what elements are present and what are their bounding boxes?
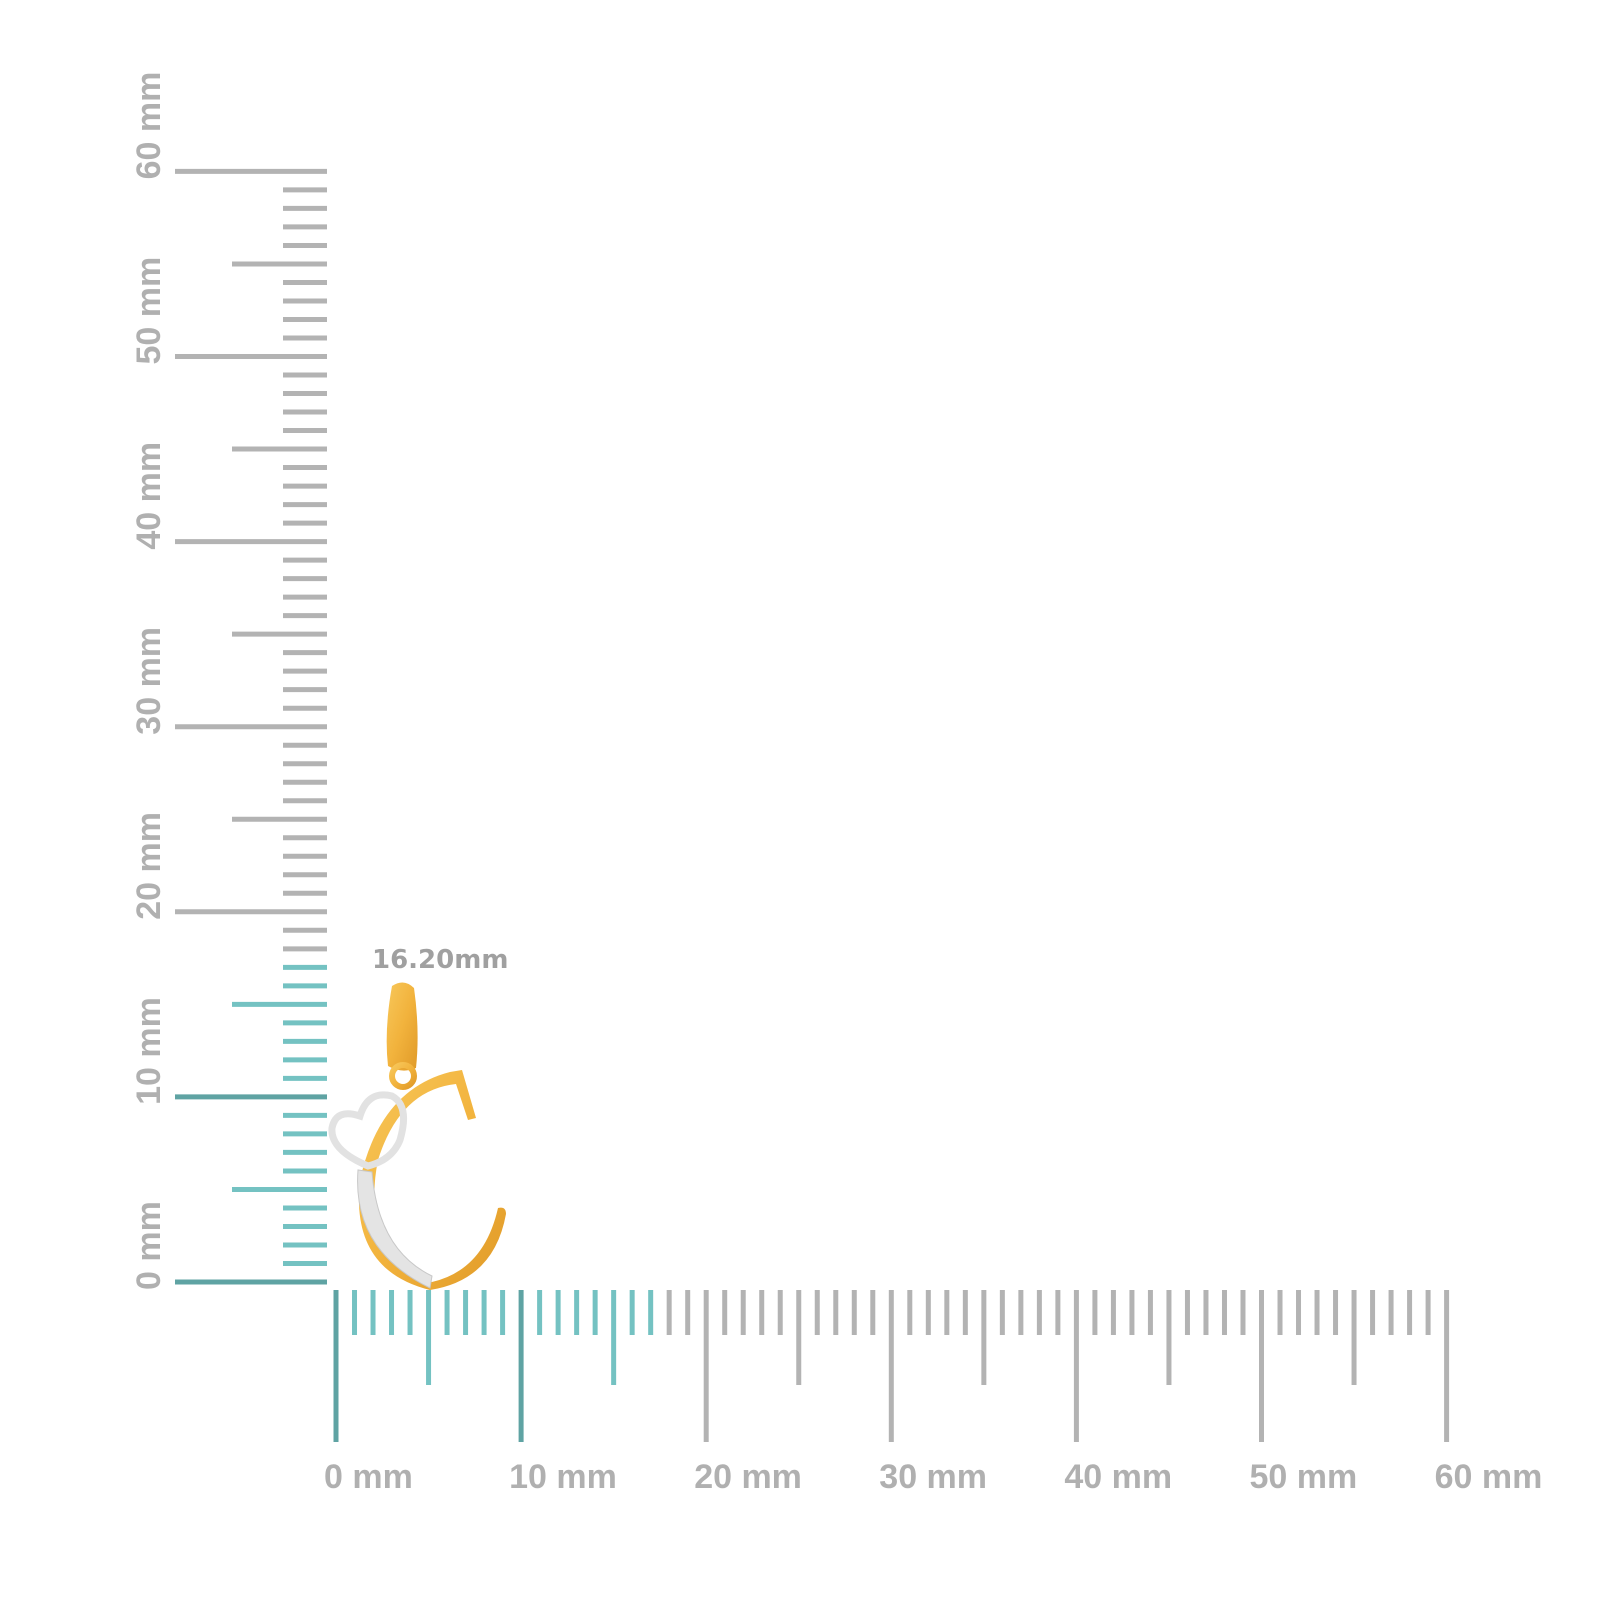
horizontal-ruler-label: 10 mm bbox=[509, 1458, 617, 1496]
measurement-label: 16.20mm bbox=[372, 945, 508, 975]
horizontal-ruler-label: 0 mm bbox=[324, 1458, 413, 1496]
horizontal-ruler-label: 30 mm bbox=[879, 1458, 987, 1496]
horizontal-ruler-label: 20 mm bbox=[694, 1458, 802, 1496]
vertical-ruler-label: 40 mm bbox=[130, 442, 168, 550]
vertical-ruler-label: 30 mm bbox=[130, 627, 168, 735]
vertical-ruler-label: 50 mm bbox=[130, 257, 168, 365]
jump-ring bbox=[389, 1062, 417, 1090]
vertical-ruler-label: 60 mm bbox=[130, 72, 168, 180]
horizontal-ruler-label: 40 mm bbox=[1064, 1458, 1172, 1496]
horizontal-ruler-label: 60 mm bbox=[1435, 1458, 1543, 1496]
heart-charm bbox=[328, 1091, 408, 1170]
bail bbox=[386, 982, 418, 1071]
letter-c bbox=[358, 1070, 506, 1290]
vertical-ruler bbox=[175, 168, 327, 1285]
horizontal-ruler-label: 50 mm bbox=[1250, 1458, 1358, 1496]
vertical-ruler-label: 20 mm bbox=[130, 812, 168, 920]
vertical-ruler-label: 10 mm bbox=[130, 997, 168, 1105]
diamond-pave bbox=[357, 1169, 433, 1289]
vertical-ruler-label: 0 mm bbox=[130, 1201, 168, 1290]
horizontal-ruler bbox=[333, 1290, 1450, 1442]
vertical-ruler-labels: 0 mm 10 mm 20 mm 30 mm 40 mm 50 mm 60 mm bbox=[130, 72, 168, 1290]
pendant-image bbox=[328, 982, 506, 1290]
horizontal-ruler-labels: 0 mm 10 mm 20 mm 30 mm 40 mm 50 mm 60 mm bbox=[324, 1458, 1542, 1496]
